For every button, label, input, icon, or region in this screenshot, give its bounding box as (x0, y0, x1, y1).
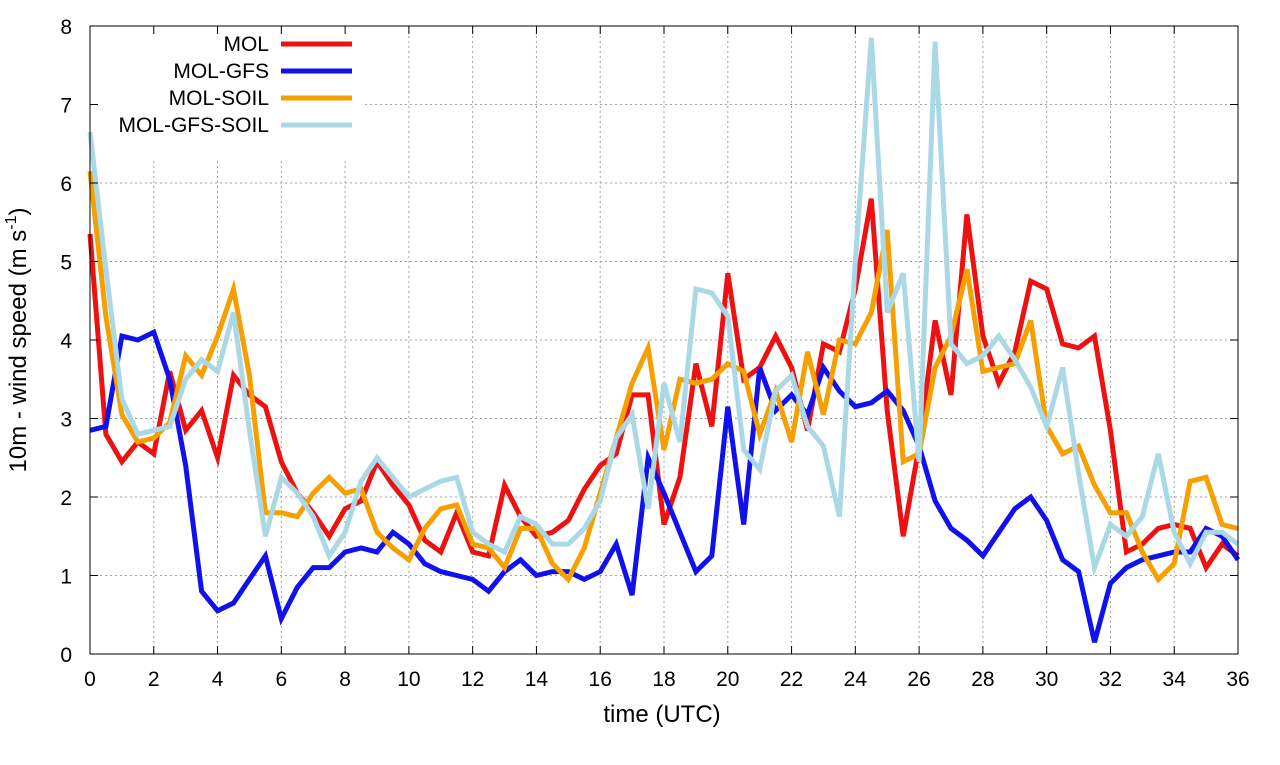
y-tick-label: 3 (60, 409, 72, 432)
grid-lines (90, 26, 1238, 654)
x-tick-label: 8 (339, 668, 351, 691)
x-tick-label: 22 (780, 668, 803, 691)
x-tick-label: 0 (84, 668, 96, 691)
legend-label: MOL-GFS-SOIL (118, 114, 269, 137)
series-line-mol-gfs-soil (87, 37, 1240, 578)
series-lines (87, 37, 1241, 643)
series-line-mol-gfs (89, 328, 1241, 643)
tick-labels: 0 2 4 6 8 10 12 14 16 18 20 22 24 26 28 30 32 34 360123456… (60, 16, 1249, 691)
y-tick-label: 8 (60, 16, 72, 39)
x-tick-label: 30 (1035, 668, 1058, 691)
x-tick-label: 36 (1226, 668, 1249, 691)
x-tick-label: 18 (652, 668, 675, 691)
x-tick-label: 34 (1163, 668, 1187, 691)
x-tick-label: 20 (716, 668, 739, 691)
x-tick-label: 14 (525, 668, 549, 691)
y-axis-label-main: 10m - wind speed (m s (5, 230, 32, 473)
y-tick-label: 0 (60, 644, 72, 667)
y-tick-label: 1 (60, 566, 72, 589)
legend-label: MOL (223, 33, 269, 56)
y-tick-label: 2 (60, 487, 72, 510)
y-tick-label: 5 (60, 252, 72, 275)
x-tick-label: 26 (907, 668, 930, 691)
x-tick-label: 6 (275, 668, 287, 691)
y-axis-label-end: ) (5, 208, 32, 216)
y-tick-label: 4 (60, 330, 72, 353)
legend-label: MOL-GFS (173, 60, 269, 83)
x-tick-label: 28 (971, 668, 994, 691)
x-tick-label: 32 (1099, 668, 1122, 691)
series-line-mol (87, 198, 1240, 573)
y-tick-label: 6 (60, 173, 72, 196)
x-tick-label: 24 (844, 668, 868, 691)
x-tick-label: 16 (589, 668, 612, 691)
legend: MOL MOL-GFS MOL-SOIL MOL-GFS-SOIL (100, 25, 362, 161)
x-tick-label: 12 (461, 668, 484, 691)
legend-label: MOL-SOIL (169, 87, 269, 110)
y-tick-label: 7 (60, 95, 72, 118)
x-tick-label: 2 (148, 668, 160, 691)
axis-ticks (89, 25, 1239, 655)
y-axis-label-sup: -1 (3, 215, 20, 229)
x-tick-label: 4 (212, 668, 224, 691)
y-axis-label: 10m - wind speed (m s-1) (3, 208, 32, 473)
x-axis-label: time (UTC) (603, 701, 720, 728)
x-tick-label: 10 (397, 668, 420, 691)
legend-background (100, 25, 362, 161)
